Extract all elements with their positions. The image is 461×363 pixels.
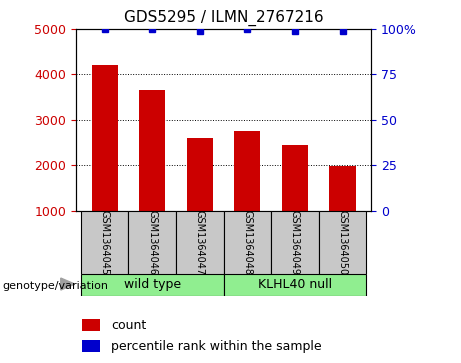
Text: genotype/variation: genotype/variation	[2, 281, 108, 291]
Text: KLHL40 null: KLHL40 null	[258, 278, 332, 291]
Bar	[224, 211, 271, 274]
Bar	[82, 340, 100, 352]
Bar	[187, 138, 213, 211]
Text: GSM1364045: GSM1364045	[100, 210, 110, 275]
Text: GSM1364050: GSM1364050	[337, 210, 348, 275]
Bar	[176, 211, 224, 274]
Bar	[319, 211, 366, 274]
Bar	[82, 319, 100, 331]
Bar	[81, 274, 224, 296]
Text: GSM1364049: GSM1364049	[290, 210, 300, 275]
Bar	[282, 145, 308, 211]
Text: GSM1364048: GSM1364048	[242, 210, 252, 275]
Bar	[129, 211, 176, 274]
Bar	[234, 131, 260, 211]
Text: wild type: wild type	[124, 278, 181, 291]
Text: GSM1364046: GSM1364046	[147, 210, 157, 275]
Text: percentile rank within the sample: percentile rank within the sample	[112, 340, 322, 353]
Text: count: count	[112, 319, 147, 332]
Bar	[271, 211, 319, 274]
Bar	[81, 211, 129, 274]
Bar	[92, 65, 118, 211]
Bar	[330, 166, 355, 211]
Title: GDS5295 / ILMN_2767216: GDS5295 / ILMN_2767216	[124, 10, 324, 26]
Polygon shape	[61, 278, 75, 290]
Bar	[139, 90, 165, 211]
Bar	[224, 274, 366, 296]
Text: GSM1364047: GSM1364047	[195, 210, 205, 275]
